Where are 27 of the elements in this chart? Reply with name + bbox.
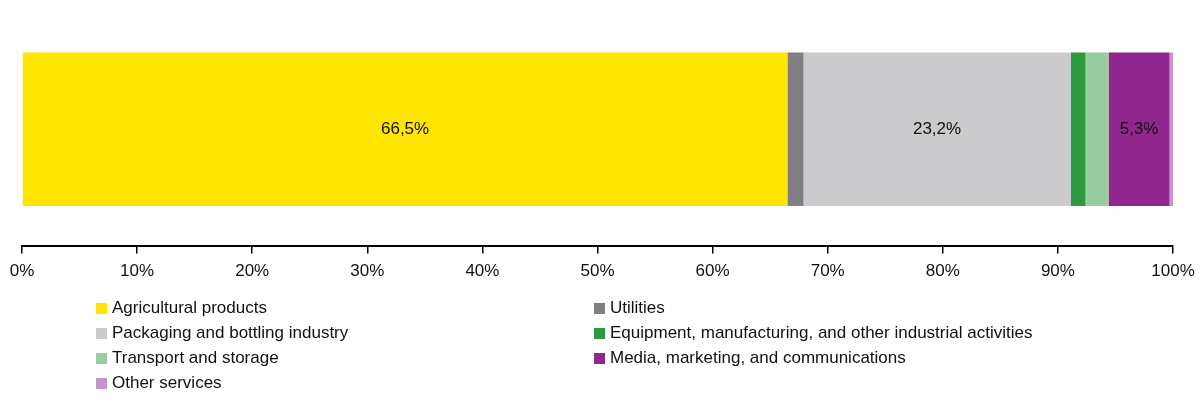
legend-label: Other services [112, 373, 222, 393]
bar [787, 52, 804, 207]
legend-label: Utilities [610, 298, 665, 318]
x-tick-label: 20% [235, 261, 270, 281]
bar [22, 52, 788, 207]
bar [1085, 52, 1109, 207]
data-label: 5,3% [1119, 118, 1159, 138]
x-tick-label: 80% [925, 261, 960, 281]
x-tick-label: 10% [120, 261, 155, 281]
x-tick-label: 70% [810, 261, 845, 281]
bar [1070, 52, 1086, 207]
x-tick-label: 90% [1040, 261, 1075, 281]
x-tick-label: 0% [9, 261, 35, 281]
legend-label: Transport and storage [112, 348, 279, 368]
bar [803, 52, 1071, 207]
data-label: 23,2% [912, 118, 962, 138]
legend-label: Agricultural products [112, 298, 267, 318]
legend-label: Media, marketing, and communications [610, 348, 906, 368]
x-tick-label: 50% [580, 261, 615, 281]
x-tick-label: 60% [695, 261, 730, 281]
x-tick-label: 100% [1151, 261, 1195, 281]
x-tick-label: 40% [465, 261, 500, 281]
legend-label: Packaging and bottling industry [112, 323, 349, 343]
data-label: 66,5% [380, 118, 430, 138]
bar [1108, 52, 1170, 207]
legend-label: Equipment, manufacturing, and other industrial activities [610, 323, 1033, 343]
x-tick-label: 30% [350, 261, 385, 281]
